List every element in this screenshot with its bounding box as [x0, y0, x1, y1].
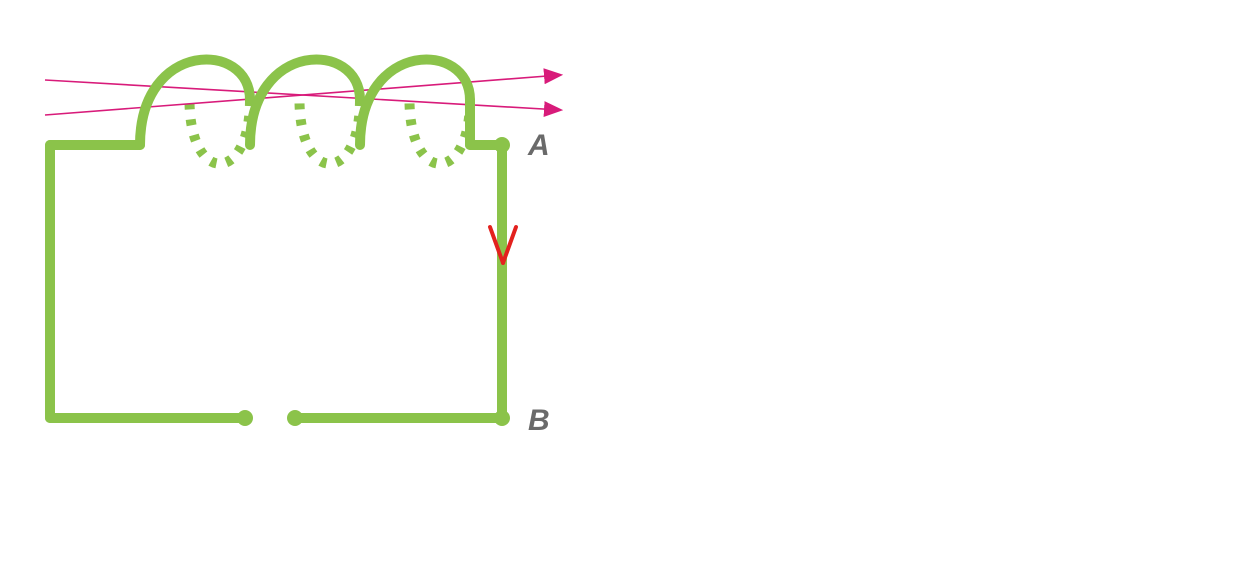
- coil-back-arc: [190, 100, 251, 164]
- switch-terminal-left: [237, 410, 253, 426]
- coil-top-arc: [250, 59, 360, 145]
- circuit-wires: [50, 145, 502, 418]
- label-a: A: [527, 129, 550, 162]
- node-b: [494, 410, 510, 426]
- coil-top-arc: [140, 59, 250, 145]
- circuit-nodes: [237, 137, 510, 426]
- coil-back-arc: [300, 100, 361, 164]
- circuit-diagram: A B: [0, 0, 1250, 561]
- coil-back-arc: [410, 100, 471, 164]
- coil-back-loops: [190, 100, 471, 164]
- label-b: B: [528, 404, 550, 437]
- switch-terminal-right: [287, 410, 303, 426]
- node-a: [494, 137, 510, 153]
